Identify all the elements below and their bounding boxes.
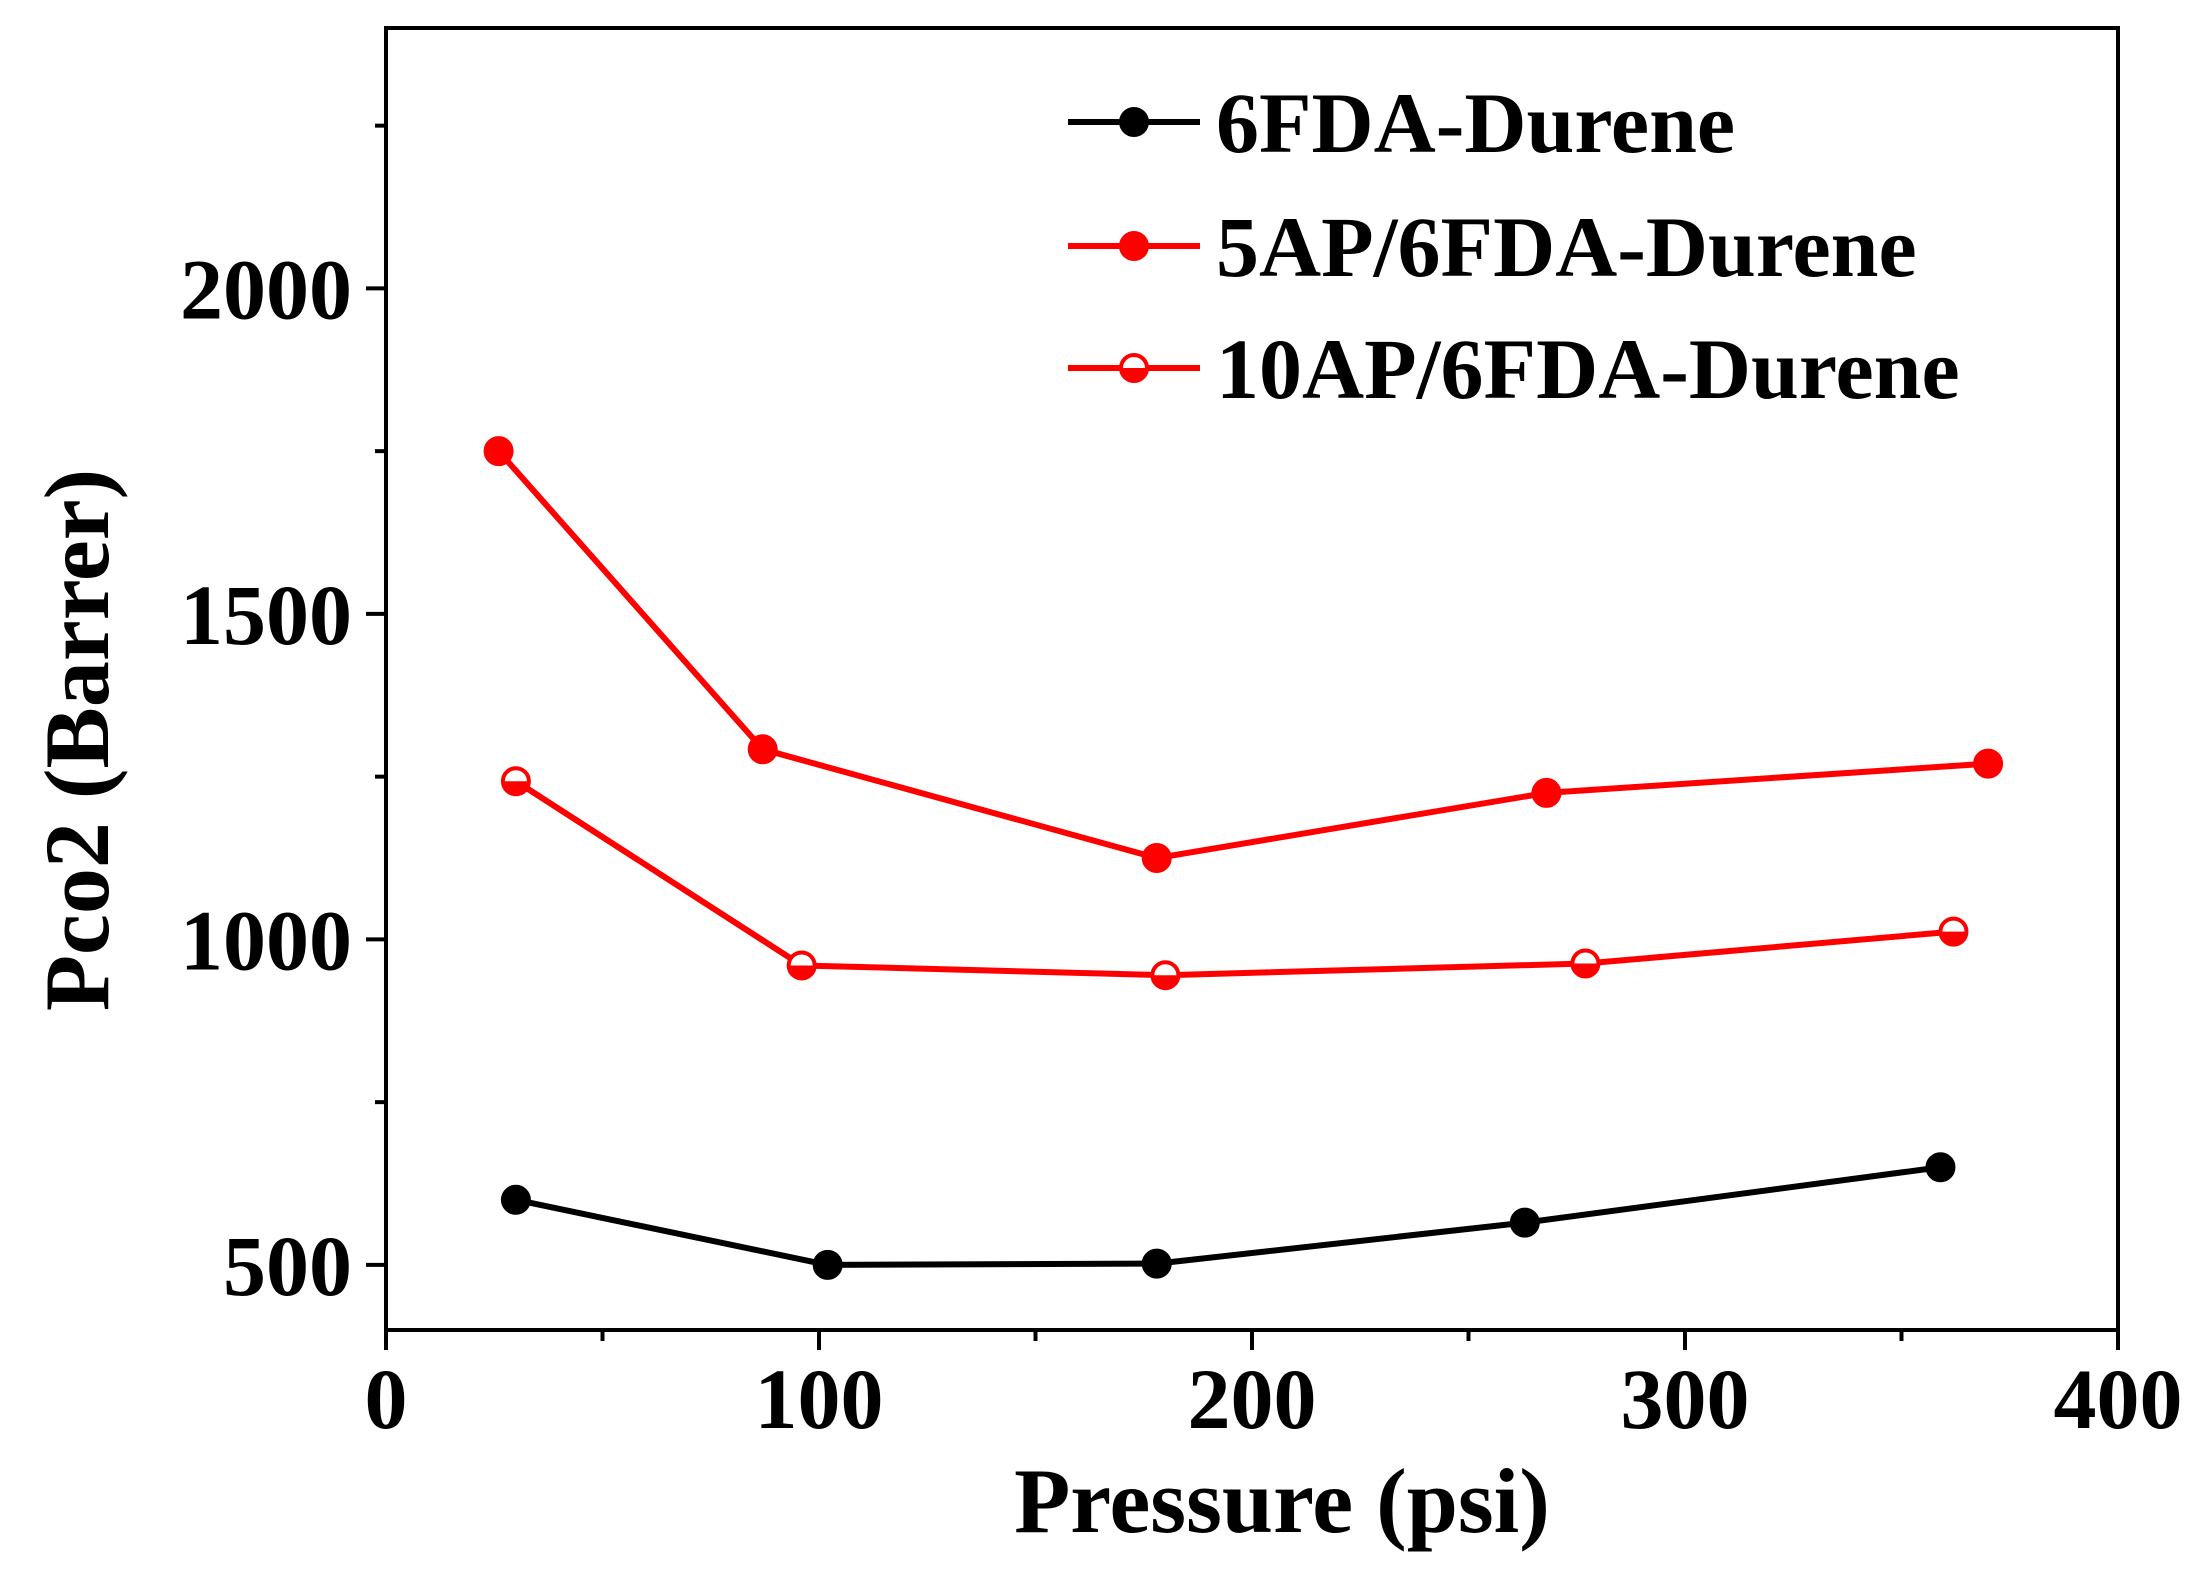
x-tick-label: 0 [365, 1351, 408, 1447]
legend-label: 6FDA-Durene [1216, 75, 1735, 171]
y-tick-label: 500 [223, 1218, 352, 1314]
series-2 [483, 436, 2004, 874]
data-point [747, 734, 778, 765]
series-layer [483, 436, 2004, 1280]
marker-outline [1938, 916, 1969, 947]
data-point [500, 766, 531, 797]
y-axis-title: Pco2 (Barrer) [26, 469, 128, 1011]
legend-item-1: 6FDA-Durene [1068, 75, 1735, 171]
data-point [500, 1184, 531, 1215]
y-tick-label: 1500 [180, 567, 352, 663]
series-line [514, 778, 1954, 979]
data-point [1925, 1152, 1956, 1183]
legend-marker [1119, 107, 1149, 137]
marker-outline [1150, 960, 1181, 991]
series-line [496, 449, 1989, 862]
legend-marker [1119, 231, 1149, 261]
data-point [1973, 748, 2004, 779]
series-3 [500, 766, 1969, 991]
data-point [1938, 916, 1969, 947]
legend-item-2: 5AP/6FDA-Durene [1068, 199, 1917, 295]
data-point [1141, 1248, 1172, 1279]
data-point [1509, 1207, 1540, 1238]
y-tick-label: 2000 [180, 241, 352, 337]
data-point [812, 1249, 843, 1280]
y-tick-label: 1000 [180, 892, 352, 988]
data-point [1531, 777, 1562, 808]
series-line [515, 1164, 1941, 1268]
x-tick-label: 400 [2054, 1351, 2183, 1447]
data-point [1570, 948, 1601, 979]
marker-outline [1570, 948, 1601, 979]
marker-outline [500, 766, 531, 797]
marker-outline [786, 950, 817, 981]
legend-item-3: 10AP/6FDA-Durene [1068, 321, 1960, 417]
axes: 0 100 200 300 400 500 1000 1500 2000 [180, 26, 2183, 1447]
legend-label: 10AP/6FDA-Durene [1216, 321, 1960, 417]
marker-outline [1119, 353, 1149, 383]
x-tick-label: 300 [1621, 1351, 1750, 1447]
data-point [786, 950, 817, 981]
x-axis-title: Pressure (psi) [1014, 1450, 1550, 1552]
data-point [1141, 843, 1172, 874]
x-tick-label: 100 [755, 1351, 884, 1447]
legend: 6FDA-Durene 5AP/6FDA-Durene 10AP/6FDA-Dure… [1068, 75, 1960, 417]
series-1 [500, 1152, 1956, 1280]
legend-label: 5AP/6FDA-Durene [1216, 199, 1917, 295]
data-point [483, 436, 514, 467]
data-point [1150, 960, 1181, 991]
x-tick-label: 200 [1188, 1351, 1317, 1447]
legend-marker [1119, 353, 1149, 383]
